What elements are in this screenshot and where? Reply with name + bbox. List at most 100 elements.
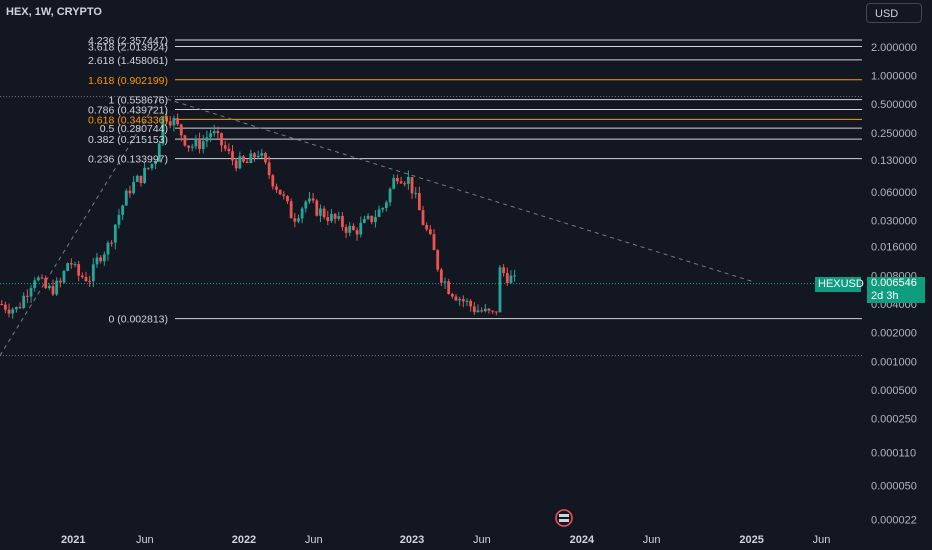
candle-body [22, 295, 26, 309]
last-price-value: 0.006546 2d 3h [867, 276, 925, 303]
candle-body [472, 306, 476, 313]
candle-body [461, 299, 465, 302]
candle-body [91, 264, 95, 282]
candle-body [95, 257, 99, 265]
candle-body [187, 145, 190, 148]
candle-body [132, 181, 136, 194]
candle-body [216, 131, 220, 134]
price-tick-label: 2.000000 [871, 42, 917, 54]
candle-body [447, 281, 451, 295]
candle-body [392, 177, 396, 189]
candle-body [395, 177, 399, 182]
candle-body [201, 141, 205, 150]
price-tick-label: 1.000000 [871, 71, 917, 83]
candle-body [150, 163, 154, 169]
candle-body [319, 208, 322, 216]
candle-body [355, 230, 359, 235]
candle-body [344, 227, 348, 233]
fib-level-label: 0.382 (0.215153) [88, 134, 168, 146]
time-tick-label: 2023 [400, 534, 424, 546]
candle-body [399, 181, 403, 184]
currency-selector-button[interactable]: USD [866, 3, 922, 23]
candle-body [179, 124, 183, 136]
fib-level-label: 0.618 (0.346336) [88, 114, 168, 126]
candle-body [282, 194, 286, 196]
candle-body [231, 151, 234, 161]
candle-body [227, 148, 231, 152]
candle-body [384, 202, 388, 209]
candle-body [183, 135, 187, 146]
candle-body [223, 145, 227, 149]
candle-body [66, 263, 70, 271]
candle-body [245, 161, 249, 164]
candle-body [359, 222, 363, 235]
symbol-title[interactable]: HEX, 1W, CRYPTO [6, 6, 102, 18]
candle-body [333, 213, 337, 219]
candle-body [458, 299, 462, 301]
fib-level-label: 2.618 (1.458061) [88, 55, 168, 67]
trendline[interactable] [159, 96, 755, 283]
candle-body [491, 310, 495, 312]
candle-body [249, 153, 253, 164]
time-axis[interactable]: 2021 Jun 2022 Jun 2023 Jun 2024 Jun 2025 Jun [61, 534, 830, 546]
candle-body [425, 225, 429, 230]
candle-body [62, 270, 66, 283]
candle-body [421, 210, 425, 226]
trendlines[interactable] [0, 96, 755, 356]
candle-body [165, 116, 168, 122]
candle-body [205, 137, 209, 142]
candle-body [267, 162, 271, 176]
candle-body [311, 198, 315, 201]
last-price-number: 0.006546 [871, 276, 917, 289]
candle-body [7, 309, 11, 314]
candle-body [18, 307, 22, 309]
candle-body [40, 277, 44, 279]
time-tick-label: 2024 [570, 534, 595, 546]
candle-body [432, 234, 436, 251]
candle-body [480, 310, 484, 312]
candle-body [428, 229, 432, 235]
candle-body [256, 155, 260, 158]
bar-countdown: 2d 3h [871, 289, 899, 302]
candle-body [143, 167, 147, 184]
candle-body [220, 133, 223, 146]
trendline[interactable] [0, 96, 160, 356]
fib-level-label: 0.786 (0.439721) [88, 105, 168, 117]
candle-body [341, 216, 344, 228]
candle-body [264, 153, 267, 163]
candle-body [51, 286, 55, 295]
candle-body [348, 225, 352, 233]
price-axis[interactable]: 4.5000002.0000001.0000000.5000000.250000… [871, 8, 917, 526]
tradingview-logo-icon[interactable] [555, 509, 573, 527]
candle-body [454, 296, 458, 301]
candle-body [406, 177, 410, 184]
candle-body [110, 242, 114, 244]
time-tick-label: Jun [473, 534, 491, 546]
fib-level-label: 1.618 (0.902199) [88, 75, 168, 87]
symbol-tag: HEXUSD [815, 276, 864, 292]
candle-body [121, 205, 125, 215]
candle-body [293, 218, 297, 222]
candle-body [370, 215, 374, 223]
candle-body [161, 116, 165, 144]
fibonacci-levels[interactable] [175, 39, 862, 320]
candle-body [286, 195, 289, 202]
price-tick-label: 0.500000 [871, 99, 917, 111]
candle-body [209, 133, 212, 138]
price-tick-label: 0.030000 [871, 216, 917, 228]
candle-body [494, 311, 498, 313]
candle-body [366, 215, 370, 219]
candle-body [154, 161, 157, 164]
candle-body [410, 177, 414, 194]
candle-body [289, 201, 293, 219]
candle-body [381, 208, 385, 210]
candle-body [297, 218, 300, 222]
candle-body [388, 188, 392, 203]
candle-body [271, 175, 275, 187]
candle-body [502, 267, 506, 274]
candle-body [315, 200, 319, 216]
fib-level-label: 4.236 (2.357447) [88, 35, 168, 47]
candle-body [84, 277, 88, 282]
candle-body [194, 138, 198, 147]
